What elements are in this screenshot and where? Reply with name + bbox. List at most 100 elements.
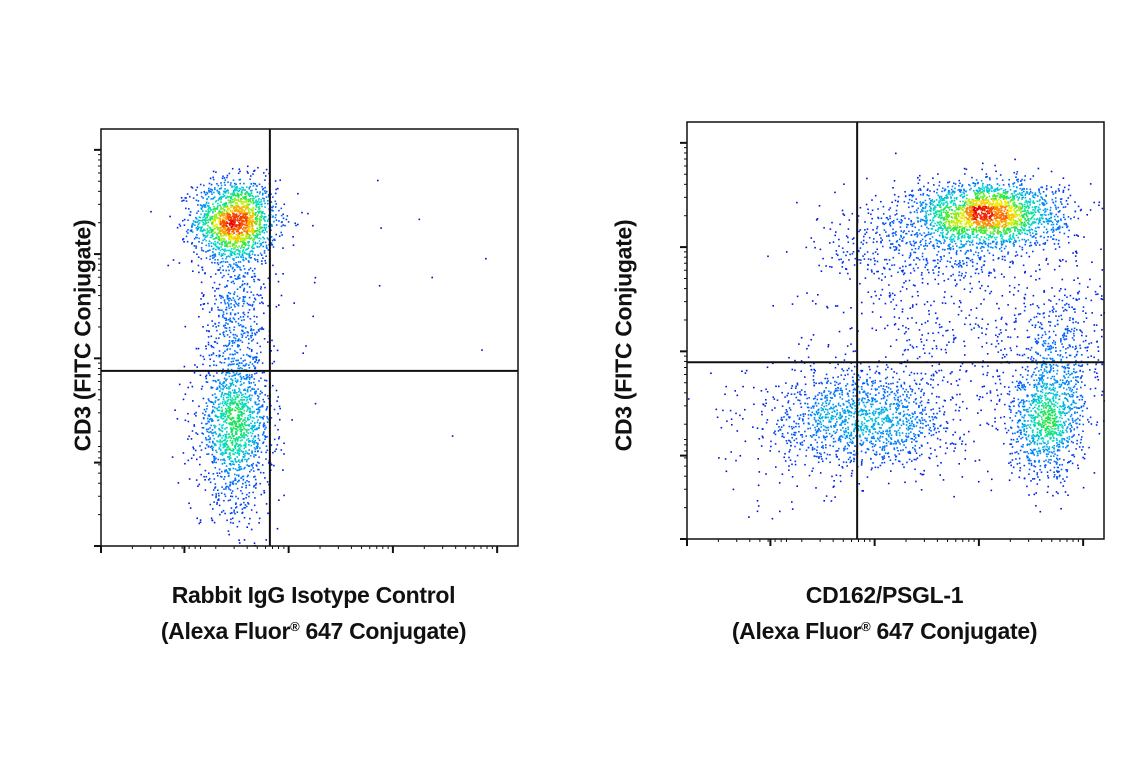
data-point <box>242 196 244 199</box>
data-point <box>256 227 259 230</box>
data-point <box>273 408 276 411</box>
data-point <box>231 353 234 356</box>
data-point <box>1039 208 1041 211</box>
data-point <box>965 222 968 224</box>
data-point <box>263 431 265 433</box>
data-point <box>202 397 205 400</box>
data-point <box>251 226 254 228</box>
data-point <box>238 324 240 327</box>
data-point <box>257 360 260 362</box>
data-point <box>214 427 216 429</box>
data-point <box>247 260 250 262</box>
data-point <box>242 364 245 367</box>
data-point <box>986 218 988 221</box>
data-point <box>211 411 213 413</box>
data-point <box>1035 244 1037 246</box>
data-point <box>246 331 249 333</box>
data-point <box>1058 184 1061 186</box>
data-point <box>938 197 941 199</box>
data-point <box>249 413 252 416</box>
data-point <box>225 469 227 471</box>
data-point <box>980 229 983 231</box>
data-point <box>236 189 239 192</box>
data-point <box>965 200 967 203</box>
data-point <box>243 201 246 204</box>
data-point <box>237 475 240 478</box>
data-point <box>924 210 927 213</box>
data-point <box>255 195 257 198</box>
data-point <box>253 272 256 275</box>
data-point <box>232 266 234 269</box>
data-point <box>993 236 996 239</box>
data-point <box>196 366 198 368</box>
data-point <box>253 484 256 487</box>
data-point <box>940 213 943 215</box>
data-point <box>212 197 214 200</box>
data-point <box>241 334 244 337</box>
data-point <box>245 236 247 238</box>
data-point <box>210 188 212 191</box>
data-point <box>275 214 277 216</box>
data-point <box>275 224 278 226</box>
data-point <box>1011 198 1014 200</box>
data-point <box>922 194 924 196</box>
data-point <box>227 266 229 268</box>
data-point <box>241 237 244 240</box>
data-point <box>208 205 210 207</box>
data-point <box>246 376 249 379</box>
data-point <box>959 195 962 197</box>
data-point <box>242 242 244 244</box>
data-point <box>228 447 231 450</box>
data-point <box>236 481 239 483</box>
data-point <box>265 458 267 460</box>
data-point <box>931 199 934 201</box>
data-point <box>249 250 252 253</box>
data-point <box>256 428 258 431</box>
data-point <box>234 377 237 380</box>
data-point <box>233 218 235 221</box>
data-point <box>211 494 214 496</box>
data-point <box>215 407 218 410</box>
data-point <box>232 453 234 455</box>
data-point <box>213 232 216 234</box>
data-point <box>229 398 231 401</box>
data-point <box>235 183 237 185</box>
data-point <box>959 188 961 191</box>
data-point <box>213 478 216 480</box>
data-point <box>256 214 259 216</box>
data-point <box>252 185 255 187</box>
data-point <box>204 219 206 221</box>
data-point <box>263 490 265 492</box>
data-point <box>252 441 254 443</box>
data-point <box>221 402 224 405</box>
data-point <box>206 192 209 195</box>
data-point <box>238 459 240 461</box>
data-point <box>968 222 970 225</box>
data-point <box>1016 254 1019 256</box>
data-point <box>237 275 240 278</box>
data-point <box>1008 185 1011 188</box>
data-point <box>206 198 208 201</box>
data-point <box>229 245 231 248</box>
data-point <box>1062 191 1065 193</box>
data-point <box>234 468 237 470</box>
data-point <box>247 354 250 357</box>
data-point <box>1043 199 1046 201</box>
data-point <box>232 230 235 232</box>
data-point <box>214 210 216 212</box>
data-point <box>218 428 220 430</box>
data-point <box>960 208 963 210</box>
data-point <box>242 451 244 453</box>
data-point <box>217 269 220 271</box>
data-point <box>246 186 248 188</box>
data-point <box>224 302 227 305</box>
data-point <box>278 220 280 222</box>
data-point <box>232 258 234 260</box>
data-point <box>1050 236 1052 238</box>
data-point <box>242 428 244 431</box>
data-point <box>249 386 251 388</box>
data-point <box>995 170 997 173</box>
data-point <box>233 291 236 293</box>
data-point <box>226 396 228 399</box>
data-point <box>248 423 250 426</box>
